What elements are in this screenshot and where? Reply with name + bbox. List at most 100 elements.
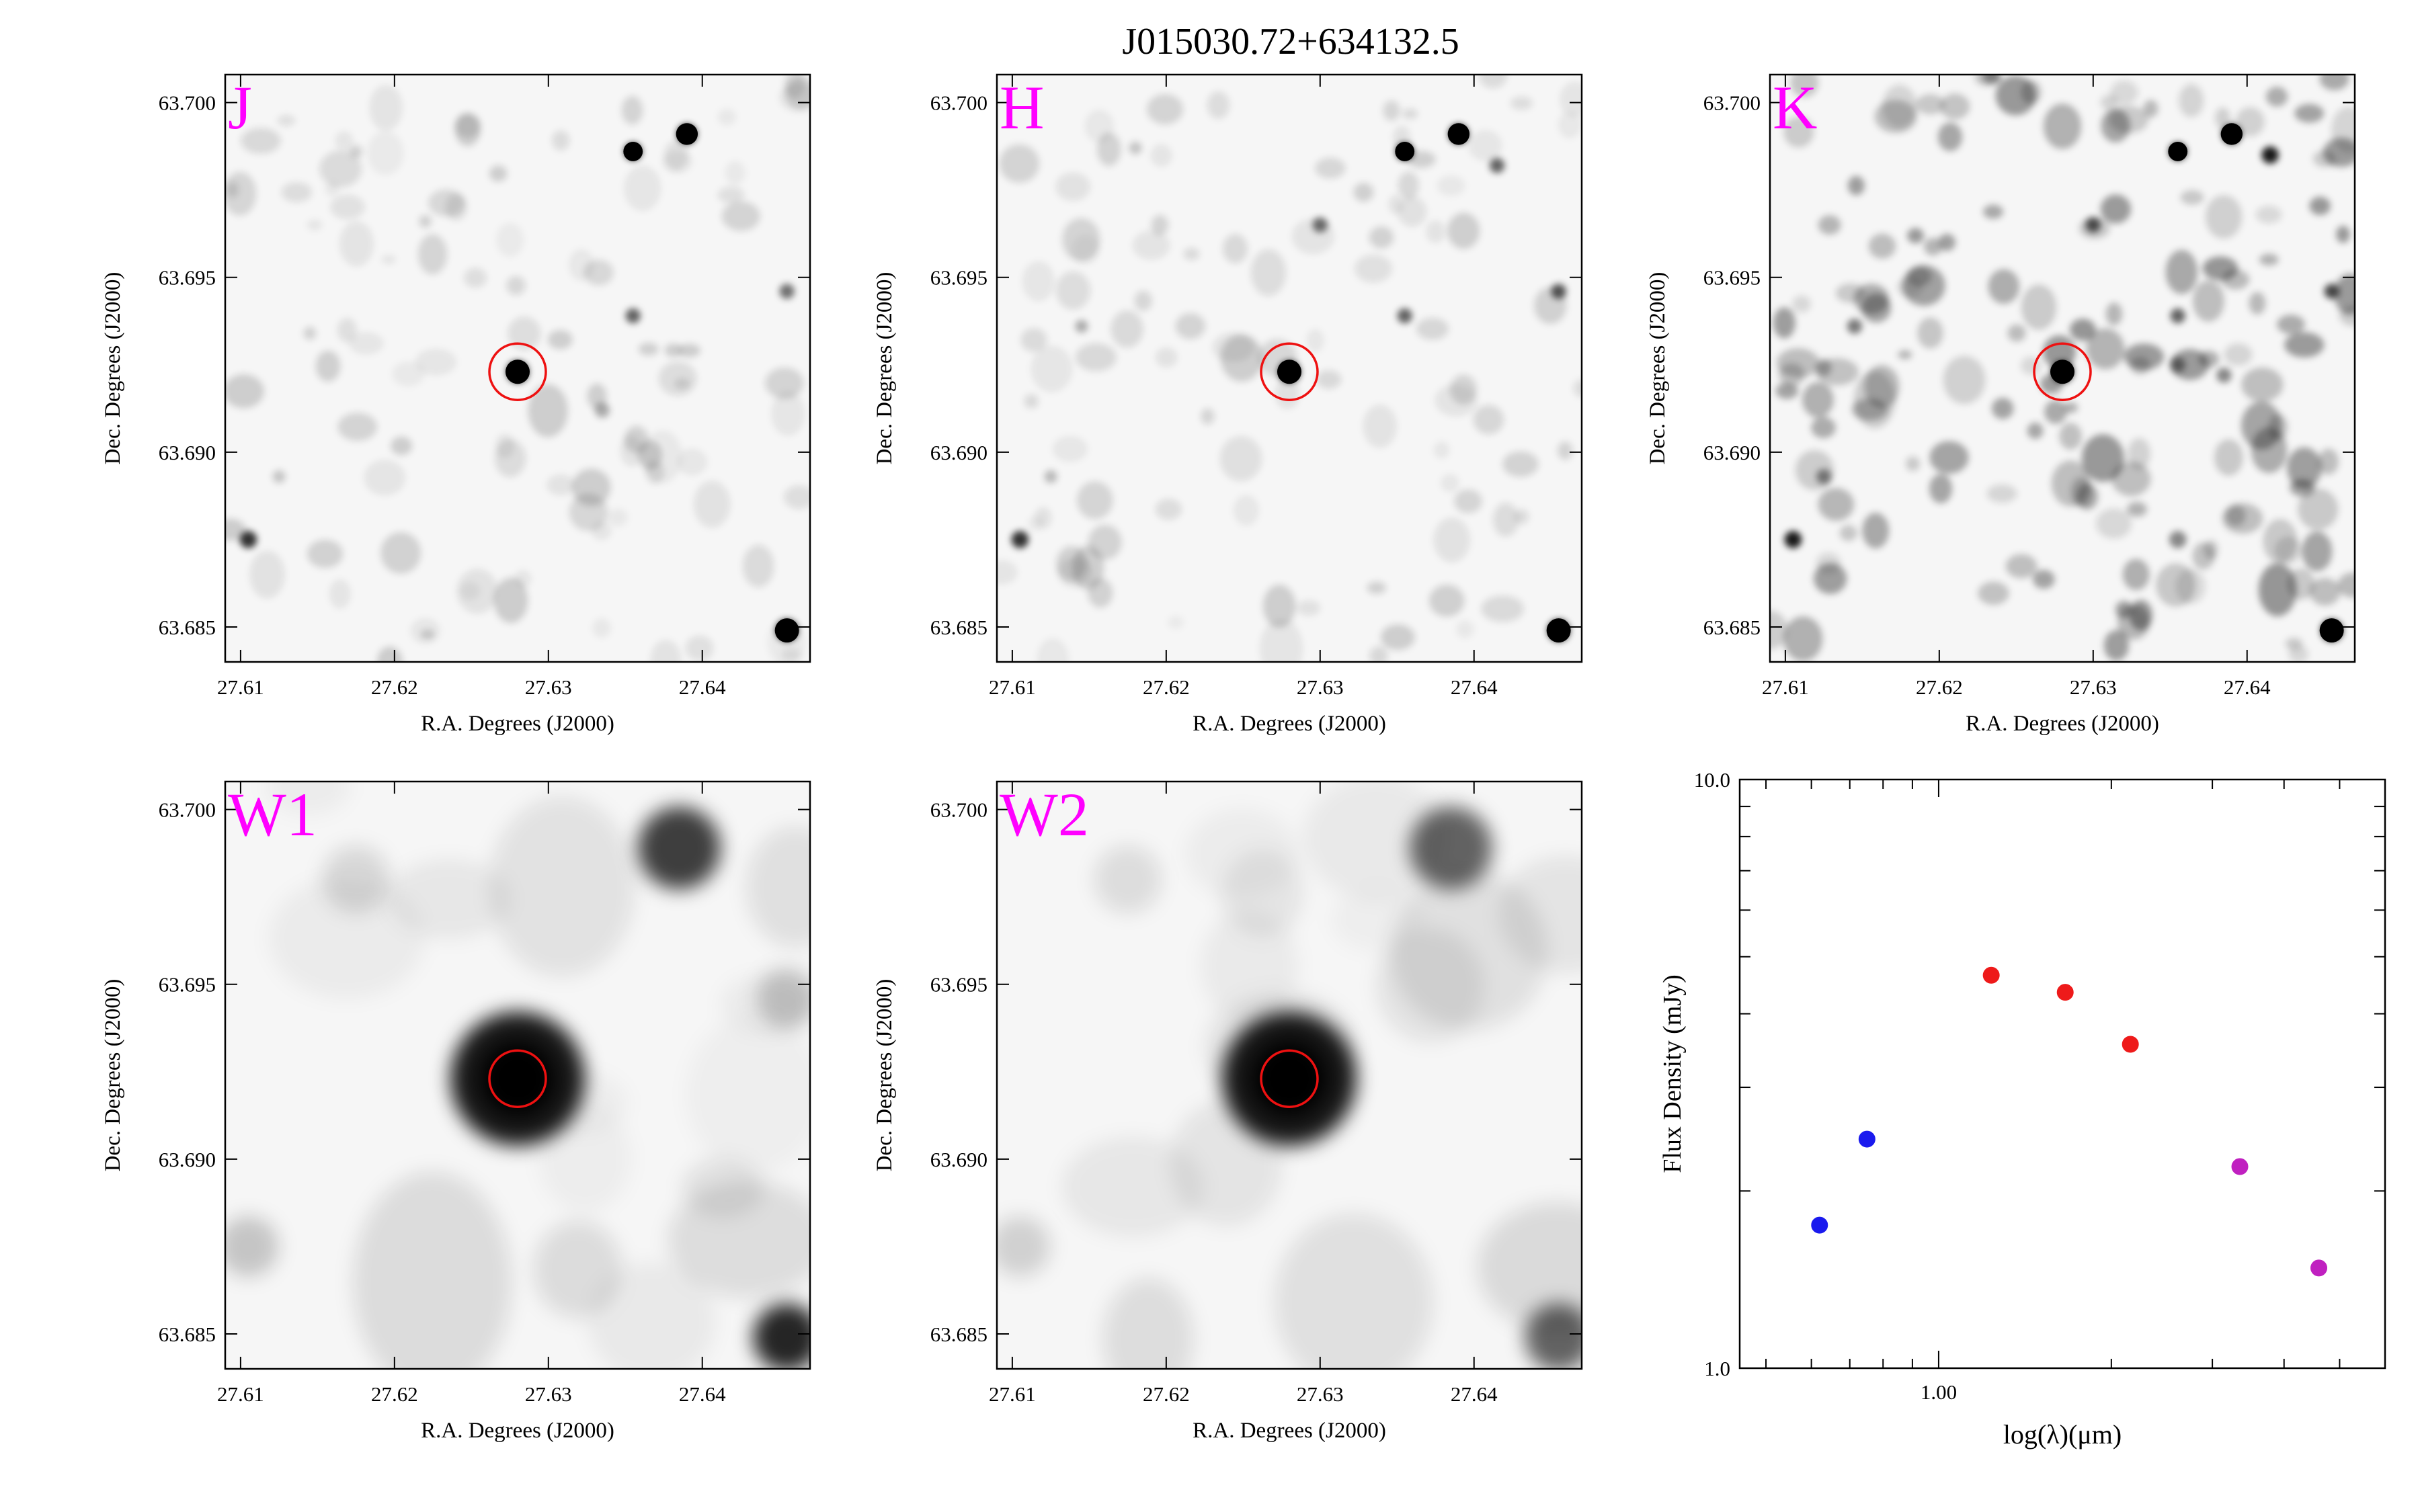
noise-blob [1853, 370, 1896, 429]
noise-blob [2101, 109, 2130, 143]
y-axis-label: Dec. Degrees (J2000) [1646, 272, 1670, 465]
noise-blob [369, 85, 403, 131]
noise-blob [1037, 638, 1069, 662]
noise-blob [1022, 261, 1055, 302]
noise-blob [1262, 584, 1296, 628]
noise-blob [506, 276, 526, 296]
noise-blob [587, 383, 607, 409]
noise-blob [1937, 122, 1963, 152]
noise-blob [1234, 495, 1259, 526]
axes-frame [996, 780, 1583, 1370]
sky-image [997, 75, 1582, 662]
noise-blob [2214, 439, 2243, 476]
noise-blob [1389, 871, 1548, 1030]
noise-blob [2222, 503, 2263, 534]
y-axis-label: Dec. Degrees (J2000) [873, 272, 897, 465]
source-core [1447, 123, 1470, 145]
noise-blob [1398, 196, 1427, 227]
x-tick-label: 27.63 [2070, 675, 2117, 699]
noise-blob [1355, 254, 1392, 283]
point-source [1312, 217, 1328, 233]
noise-blob [1024, 394, 1039, 409]
noise-blob [1088, 578, 1113, 608]
noise-blob [1035, 507, 1052, 529]
point-source [2324, 284, 2339, 299]
noise-blob [281, 182, 313, 203]
noise-blob [771, 391, 805, 436]
noise-blob [2044, 400, 2067, 424]
x-tick-label: 1.00 [1921, 1380, 1957, 1404]
noise-blob [1150, 144, 1172, 167]
noise-blob [387, 859, 510, 939]
noise-blob [2021, 80, 2042, 105]
noise-blob [1275, 378, 1299, 409]
source-core [1277, 360, 1301, 384]
image-panel-h: 27.61 27.62 27.63 27.64 63.685 63.690 63.695 63… [873, 73, 1583, 736]
noise-blob [225, 374, 264, 409]
noise-blob [1847, 175, 1865, 196]
x-tick-label: 27.64 [679, 1382, 726, 1406]
noise-blob [2309, 577, 2341, 606]
noise-blob [1978, 581, 2009, 605]
source-core [450, 1011, 585, 1146]
noise-blob [999, 144, 1040, 183]
noise-blob [2064, 402, 2079, 413]
y-axis-label: Dec. Degrees (J2000) [873, 979, 897, 1172]
noise-blob [2318, 448, 2339, 475]
noise-blob [1132, 230, 1170, 260]
noise-blob [1790, 75, 1819, 97]
point-source [1044, 470, 1057, 483]
noise-blob [1896, 277, 1923, 298]
point-source [1489, 158, 1505, 173]
noise-blob [1974, 75, 2001, 86]
noise-blob [460, 581, 480, 601]
background-noise [997, 75, 1582, 662]
y-tick-label: 63.700 [1703, 91, 1761, 115]
noise-blob [2192, 542, 2215, 570]
noise-blob [2095, 508, 2132, 539]
noise-blob [348, 332, 384, 355]
noise-blob [1502, 451, 1539, 477]
x-tick-label: 27.62 [1916, 675, 1963, 699]
noise-blob [1437, 175, 1465, 196]
noise-blob [551, 130, 570, 151]
noise-blob [1088, 524, 1122, 560]
noise-blob [330, 194, 365, 220]
noise-blob [1907, 228, 1925, 244]
noise-blob [319, 150, 362, 187]
noise-blob [2215, 107, 2230, 129]
noise-blob [685, 635, 714, 661]
y-tick-label: 63.700 [930, 91, 987, 115]
y-tick-label: 63.700 [159, 798, 216, 822]
noise-blob [2285, 637, 2303, 650]
noise-blob [591, 521, 612, 540]
x-tick-label: 27.61 [217, 675, 264, 699]
noise-blob [1369, 646, 1388, 662]
noise-blob [1776, 348, 1820, 378]
noise-blob [693, 480, 731, 528]
noise-blob [764, 367, 805, 399]
y-tick-label: 63.690 [159, 1148, 216, 1171]
y-tick-label: 63.685 [159, 616, 216, 639]
noise-blob [528, 384, 568, 437]
noise-blob [339, 221, 374, 267]
point-source [1847, 319, 1863, 334]
sky-image [225, 75, 810, 662]
noise-blob [1783, 116, 1814, 148]
noise-blob [2180, 190, 2204, 205]
noise-blob [268, 877, 425, 999]
y-tick-label: 10.0 [1694, 768, 1730, 792]
noise-blob [2309, 196, 2331, 216]
noise-blob [1558, 111, 1582, 139]
image-panel-w1: 27.61 27.62 27.63 27.64 63.685 63.690 63.695 63… [101, 780, 811, 1443]
noise-blob [1031, 345, 1073, 392]
noise-blob [2287, 568, 2315, 600]
y-tick-label: 63.690 [159, 441, 216, 464]
noise-blob [1020, 328, 1047, 352]
noise-blob [1433, 442, 1450, 459]
band-label: K [1773, 73, 1817, 142]
noise-blob [335, 131, 354, 151]
noise-blob [225, 518, 246, 541]
sky-image [225, 782, 810, 1369]
